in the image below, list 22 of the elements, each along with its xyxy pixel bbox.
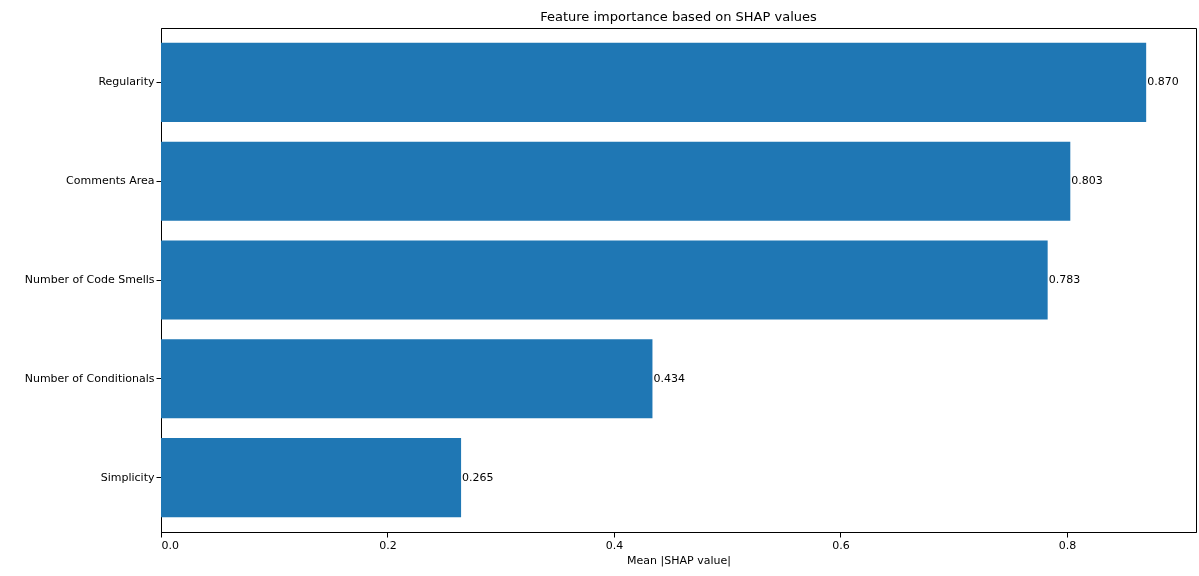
data-label: 0.870 — [1147, 75, 1179, 89]
bar — [161, 141, 1071, 221]
chart-title: Feature importance based on SHAP values — [540, 9, 817, 24]
x-tick-label: 0.8 — [1058, 538, 1077, 552]
x-tick-label: 0.6 — [832, 538, 850, 552]
bar — [161, 339, 653, 419]
data-label: 0.434 — [653, 371, 685, 385]
x-tick-label: 0.4 — [605, 538, 624, 552]
data-label: 0.265 — [462, 470, 494, 484]
y-tick-label: Regularity — [98, 75, 155, 89]
x-tick-label: 0.2 — [379, 538, 397, 552]
y-tick-label: Number of Code Smells — [24, 273, 155, 286]
y-tick-label: Comments Area — [66, 174, 155, 188]
y-tick-label: Number of Conditionals — [24, 371, 155, 385]
data-label: 0.783 — [1048, 273, 1081, 286]
y-tick-label: Simplicity — [100, 470, 155, 484]
x-axis-title: Mean |SHAP value| — [627, 553, 731, 567]
bar — [161, 240, 1048, 320]
data-label: 0.803 — [1071, 174, 1103, 188]
bar — [161, 42, 1147, 122]
bar — [161, 438, 462, 518]
x-tick-label: 0.0 — [161, 538, 179, 552]
